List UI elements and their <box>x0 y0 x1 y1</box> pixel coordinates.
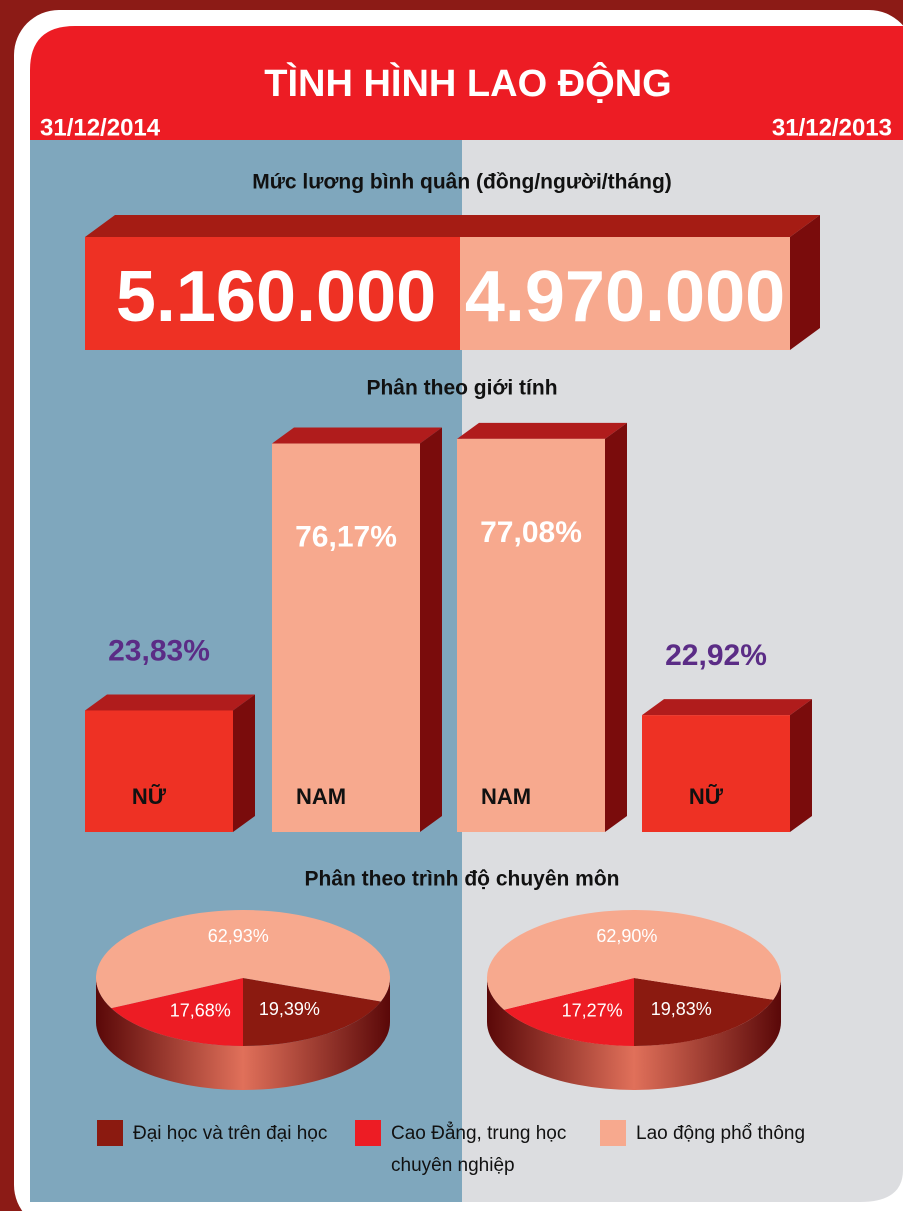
bar-value-label: 23,83% <box>108 634 210 667</box>
bar-side <box>233 694 255 832</box>
date: 31/12/2013 <box>772 114 892 141</box>
pie-value-label: 19,39% <box>259 999 320 1019</box>
bar <box>642 715 790 832</box>
legend-swatch <box>355 1120 381 1146</box>
bar-top <box>642 699 812 716</box>
pie-value-label: 17,68% <box>170 1000 231 1020</box>
pie-slice <box>243 978 381 1046</box>
date: 31/12/2014 <box>40 114 161 141</box>
pie-slice <box>504 978 634 1046</box>
pie-value-label: 62,93% <box>208 926 269 946</box>
legend-swatch <box>600 1120 626 1146</box>
bar-value-label: 76,17% <box>295 520 397 553</box>
bar-top <box>85 694 255 711</box>
legend-label: Lao động phổ thông <box>636 1123 806 1144</box>
salary-title: Mức lương bình quân (đồng/người/tháng) <box>252 171 672 194</box>
bar-side <box>420 427 442 832</box>
bar-top <box>272 427 442 444</box>
pie-value-label: 19,83% <box>651 999 712 1019</box>
pie-slice <box>634 978 774 1046</box>
bar <box>85 710 233 832</box>
legend-item: Đại học và trên đại học <box>97 1118 337 1150</box>
pie-slice <box>95 910 391 1009</box>
bar-top <box>457 422 627 439</box>
bar-title: Phân theo giới tính <box>366 377 557 400</box>
pie-value-label: 17,27% <box>562 1001 623 1021</box>
salary-block <box>85 237 460 350</box>
bar-value-label: 22,92% <box>665 639 767 672</box>
bar-side <box>790 699 812 832</box>
bar-category: NAM <box>296 784 346 809</box>
pie-slice <box>487 910 781 1010</box>
pie-value-label: 62,90% <box>596 926 657 946</box>
salary-value: 5.160.000 <box>116 257 436 337</box>
bar-side <box>605 422 627 832</box>
legend-label: Đại học và trên đại học <box>133 1123 328 1144</box>
bar-category: NAM <box>481 784 531 809</box>
pie-side <box>487 978 781 1090</box>
legend-item: Cao Đẳng, trung học chuyên nghiệp <box>355 1118 570 1182</box>
bar-category: NỮ <box>132 784 167 809</box>
pie-side <box>96 978 390 1090</box>
legend-swatch <box>97 1120 123 1146</box>
bar <box>272 443 420 832</box>
pie-title: Phân theo trình độ chuyên môn <box>305 868 620 891</box>
legend-item: Lao động phổ thông <box>600 1118 840 1150</box>
block-side <box>790 215 820 350</box>
pie-slice <box>111 978 243 1046</box>
legend-label: Cao Đẳng, trung học chuyên nghiệp <box>391 1123 567 1176</box>
block-top <box>85 215 820 237</box>
salary-block <box>460 237 790 350</box>
bar <box>457 438 605 832</box>
bar-value-label: 77,08% <box>480 516 582 549</box>
header-band <box>30 26 903 140</box>
title: TÌNH HÌNH LAO ĐỘNG <box>264 60 671 105</box>
bar-category: NỮ <box>689 784 724 809</box>
salary-value: 4.970.000 <box>465 257 785 337</box>
